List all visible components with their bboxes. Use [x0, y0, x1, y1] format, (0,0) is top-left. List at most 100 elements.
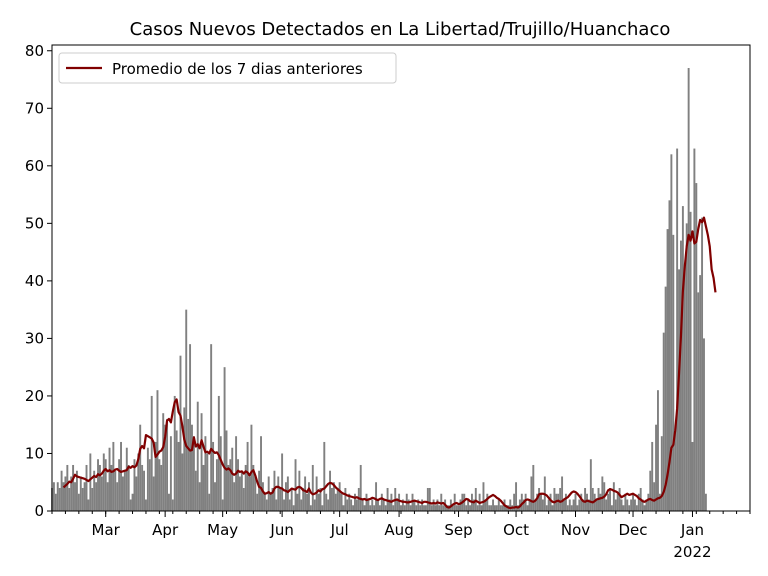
bar: [636, 505, 638, 511]
bar: [143, 471, 145, 511]
bar: [379, 505, 381, 511]
bar: [680, 241, 682, 511]
bar: [264, 494, 266, 511]
bar: [425, 505, 427, 511]
bar: [490, 505, 492, 511]
bar: [80, 476, 82, 511]
bar: [243, 488, 245, 511]
bar: [427, 488, 429, 511]
bar: [692, 442, 694, 511]
bar: [101, 476, 103, 511]
bar: [103, 453, 105, 511]
bar: [385, 505, 387, 511]
bar: [550, 494, 552, 511]
bar: [433, 499, 435, 511]
x-tick-label: Apr: [152, 521, 179, 539]
bar: [180, 356, 182, 511]
x-tick-label: Dec: [619, 521, 648, 539]
bar: [141, 465, 143, 511]
bar: [381, 494, 383, 511]
bar: [124, 471, 126, 511]
bar: [160, 465, 162, 511]
bar: [224, 367, 226, 511]
bar: [377, 499, 379, 511]
bar: [486, 494, 488, 511]
bar: [281, 453, 283, 511]
bar: [527, 505, 529, 511]
bar: [509, 499, 511, 511]
bar: [329, 471, 331, 511]
bar: [429, 488, 431, 511]
bar: [82, 488, 84, 511]
bar: [496, 505, 498, 511]
bar: [605, 499, 607, 511]
y-tick-label: 10: [25, 444, 44, 462]
bar: [538, 488, 540, 511]
bar: [619, 488, 621, 511]
x-tick-label: Aug: [384, 521, 413, 539]
x-tick-label: Jul: [330, 521, 349, 539]
bar: [699, 275, 701, 511]
bar: [465, 505, 467, 511]
bar: [567, 505, 569, 511]
bar: [247, 442, 249, 511]
bar: [575, 494, 577, 511]
bar: [327, 499, 329, 511]
bar: [162, 413, 164, 511]
moving-average-line: [64, 218, 716, 509]
bar: [373, 505, 375, 511]
x-tick-label: May: [207, 521, 238, 539]
bar: [310, 505, 312, 511]
bar: [287, 476, 289, 511]
bar: [576, 505, 578, 511]
bar: [126, 448, 128, 511]
bar: [293, 505, 295, 511]
bar: [609, 488, 611, 511]
bar: [431, 505, 433, 511]
bar: [304, 476, 306, 511]
bar: [569, 499, 571, 511]
bar: [438, 505, 440, 511]
bar: [298, 471, 300, 511]
bar: [483, 482, 485, 511]
bar: [254, 476, 256, 511]
bar: [362, 499, 364, 511]
bar: [323, 442, 325, 511]
bar: [250, 425, 252, 511]
bar: [172, 499, 174, 511]
bar: [653, 482, 655, 511]
bar: [421, 499, 423, 511]
bar: [84, 482, 86, 511]
bar: [617, 494, 619, 511]
bar: [308, 482, 310, 511]
bar: [352, 505, 354, 511]
x-axis: Mar Apr May Jun Jul Aug Sep Oct Nov Dec Jan2022: [52, 511, 750, 561]
bar: [216, 459, 218, 511]
bar: [99, 465, 101, 511]
y-tick-label: 50: [25, 214, 44, 232]
bar: [306, 494, 308, 511]
bar: [178, 442, 180, 511]
bar: [130, 499, 132, 511]
bar: [360, 465, 362, 511]
bar: [703, 338, 705, 511]
bar: [95, 482, 97, 511]
bar: [72, 465, 74, 511]
y-tick-label: 80: [25, 42, 44, 60]
bar: [78, 494, 80, 511]
bar: [231, 448, 233, 511]
bar: [222, 499, 224, 511]
bar: [346, 499, 348, 511]
bar: [318, 494, 320, 511]
bar: [68, 488, 70, 511]
bar: [644, 505, 646, 511]
bar: [277, 476, 279, 511]
bar: [335, 494, 337, 511]
bar: [61, 471, 63, 511]
bar: [607, 494, 609, 511]
bar: [676, 149, 678, 511]
legend-label: Promedio de los 7 dias anteriores: [112, 60, 363, 78]
bar: [632, 494, 634, 511]
bar: [258, 471, 260, 511]
